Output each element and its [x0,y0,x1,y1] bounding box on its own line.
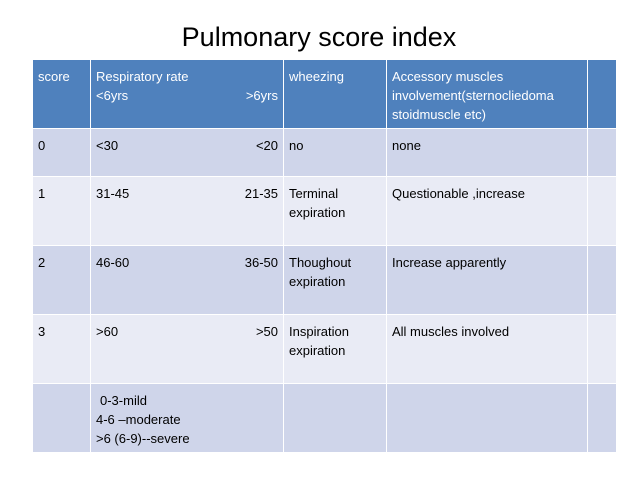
resp-rate-cell: 46-60 36-50 [90,245,284,315]
rr-gt6: 21-35 [244,186,278,201]
rr-gt6: <20 [255,138,278,153]
rr-lt6: >60 [96,324,119,339]
wheeze-line2: expiration [289,343,346,358]
wheezing-cell: Inspiration expiration [283,314,387,384]
header-wheezing: wheezing [283,59,387,129]
extra-cell [587,314,617,384]
summary-extra-cell [587,383,617,453]
header-extra [587,59,617,129]
wheeze-line1: Inspiration [289,324,349,339]
rr-gt6: 36-50 [244,255,278,270]
extra-cell [587,176,617,246]
rr-lt6: 31-45 [96,186,130,201]
accessory-cell: All muscles involved [386,314,588,384]
table-row: 1 31-45 21-35 Terminal expiration Questi… [32,176,617,246]
table-row: 3 >60 >50 Inspiration expiration All mus… [32,314,617,384]
table-row: 2 46-60 36-50 Thoughout expiration Incre… [32,245,617,315]
wheeze-line2: expiration [289,274,346,289]
severity-moderate: 4-6 –moderate [96,412,181,427]
severity-mild: 0-3-mild [100,393,147,408]
rr-gt6: >50 [255,324,278,339]
rr-lt6: 46-60 [96,255,130,270]
summary-wheezing-cell [283,383,387,453]
wheeze-line1: Thoughout [289,255,352,270]
accessory-cell: none [386,128,588,177]
summary-score-cell [32,383,91,453]
header-score: score [32,59,91,129]
score-cell: 3 [32,314,91,384]
wheezing-cell: Terminal expiration [283,176,387,246]
resp-rate-cell: <30 <20 [90,128,284,177]
header-age-lt6: <6yrs [96,88,129,103]
wheeze-line1: Terminal [289,186,339,201]
score-cell: 2 [32,245,91,315]
header-resp-label: Respiratory rate [96,69,189,84]
table-header-row: score Respiratory rate <6yrs >6yrs wheez… [32,59,617,129]
summary-row: 0-3-mild 4-6 –moderate >6 (6-9)--severe [32,383,617,453]
header-access-line2: involvement(sternocliedoma [392,88,554,103]
pulmonary-score-table: score Respiratory rate <6yrs >6yrs wheez… [32,59,617,453]
header-access-line3: stoidmuscle etc) [392,107,486,122]
header-access-line1: Accessory muscles [392,69,504,84]
extra-cell [587,245,617,315]
page-title: Pulmonary score index [181,22,457,52]
score-cell: 1 [32,176,91,246]
header-accessory-muscles: Accessory muscles involvement(sternoclie… [386,59,588,129]
score-cell: 0 [32,128,91,177]
severity-severe: >6 (6-9)--severe [96,431,190,446]
wheeze-line2: expiration [289,205,346,220]
wheezing-cell: no [283,128,387,177]
accessory-cell: Questionable ,increase [386,176,588,246]
header-respiratory-rate: Respiratory rate <6yrs >6yrs [90,59,284,129]
header-age-gt6: >6yrs [245,88,278,103]
wheezing-cell: Thoughout expiration [283,245,387,315]
severity-legend: 0-3-mild 4-6 –moderate >6 (6-9)--severe [90,383,284,453]
extra-cell [587,128,617,177]
wheeze-line1: no [289,138,304,153]
summary-accessory-cell [386,383,588,453]
resp-rate-cell: 31-45 21-35 [90,176,284,246]
header-age-groups: <6yrs >6yrs [96,86,278,105]
table-row: 0 <30 <20 no none [32,128,617,177]
accessory-cell: Increase apparently [386,245,588,315]
resp-rate-cell: >60 >50 [90,314,284,384]
rr-lt6: <30 [96,138,119,153]
